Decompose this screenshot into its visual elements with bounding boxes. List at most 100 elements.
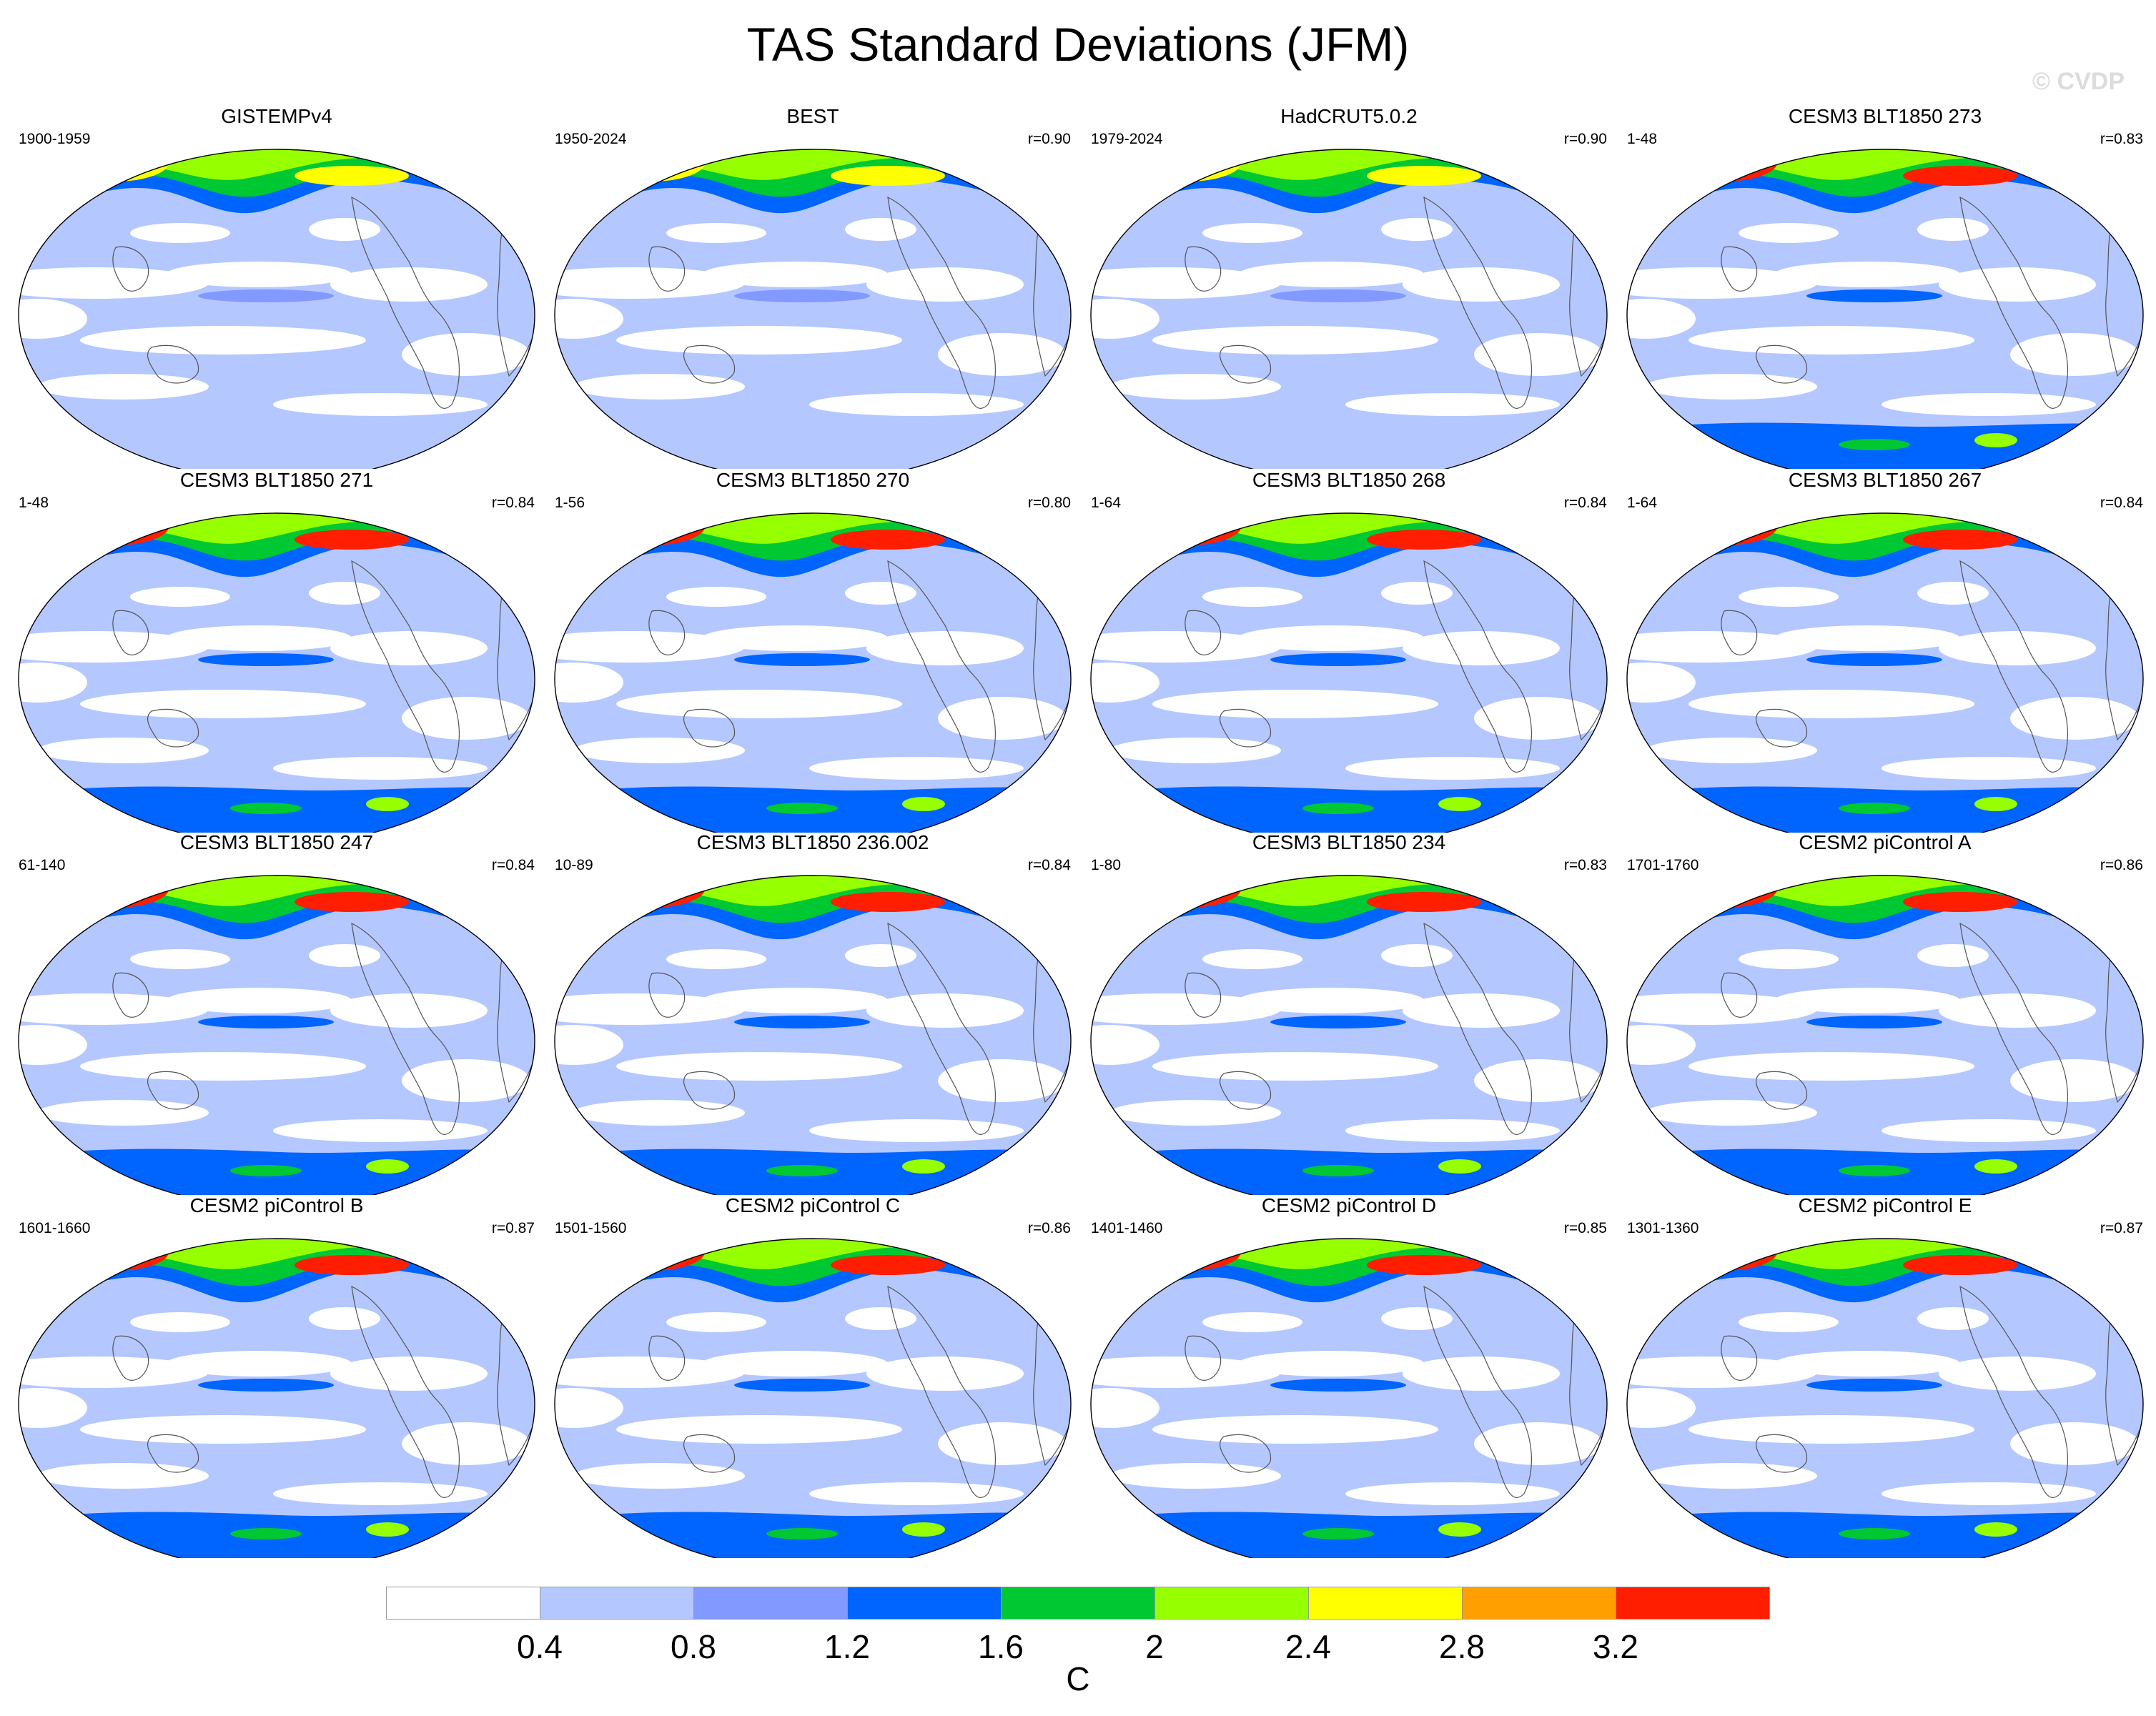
panel-correlation: r=0.83 xyxy=(2100,131,2143,147)
low-variance-region xyxy=(19,299,87,339)
low-variance-region xyxy=(866,267,1024,302)
equatorial-band xyxy=(1806,1379,1942,1392)
low-variance-region xyxy=(1627,663,1696,703)
low-variance-region xyxy=(37,1463,209,1489)
low-variance-region xyxy=(702,1351,888,1377)
high-variance-region xyxy=(598,513,706,545)
low-variance-region xyxy=(309,944,380,967)
colorbar-swatch xyxy=(1616,1587,1770,1620)
low-variance-region xyxy=(1091,1025,1159,1065)
low-variance-region xyxy=(37,1100,209,1126)
panel-correlation: r=0.86 xyxy=(1027,1220,1071,1236)
map-border xyxy=(554,875,1072,1195)
map-border xyxy=(18,1238,535,1558)
colorbar-tick-label: 3.2 xyxy=(1593,1628,1638,1665)
colorbar-swatch xyxy=(1001,1587,1155,1620)
low-variance-region xyxy=(1646,374,1817,400)
panel-correlation: r=0.80 xyxy=(1027,495,1071,511)
panel-years: 1401-1460 xyxy=(1091,1220,1163,1236)
map-svg xyxy=(1090,1238,1608,1558)
map-panel: CESM3 BLT1850 273 1-48 r=0.83 xyxy=(1617,104,2153,469)
low-variance-region xyxy=(1688,690,1974,718)
low-variance-region xyxy=(845,582,916,605)
panel-correlation: r=0.90 xyxy=(1027,131,1071,147)
low-variance-region xyxy=(1646,1100,1817,1126)
map-svg xyxy=(554,875,1072,1195)
low-variance-region xyxy=(938,1059,1067,1102)
low-variance-region xyxy=(402,1059,530,1102)
colorbar-swatch xyxy=(1308,1587,1463,1620)
low-variance-region xyxy=(1091,631,1281,663)
low-variance-region xyxy=(166,625,352,651)
low-variance-region xyxy=(402,333,530,376)
colorbar-swatch xyxy=(847,1587,1002,1620)
low-variance-region xyxy=(702,988,888,1013)
colorbar-swatch xyxy=(386,1587,540,1620)
low-variance-region xyxy=(1238,988,1424,1013)
low-variance-region xyxy=(1627,267,1817,299)
low-variance-region xyxy=(1381,582,1453,605)
panel-correlation: r=0.90 xyxy=(1563,131,1607,147)
low-variance-region xyxy=(866,631,1024,665)
low-variance-region xyxy=(1403,993,1560,1028)
low-variance-region xyxy=(2010,1059,2139,1102)
low-variance-region xyxy=(616,326,902,354)
map-border xyxy=(18,875,535,1195)
high-variance-region xyxy=(62,876,169,908)
low-variance-region xyxy=(1627,993,1817,1025)
panel-title: CESM2 piControl A xyxy=(1799,831,1972,853)
low-variance-region xyxy=(845,218,916,241)
low-variance-region xyxy=(330,1357,488,1391)
high-variance-region xyxy=(1671,149,1778,182)
low-variance-region xyxy=(330,993,488,1028)
panel-years: 1601-1660 xyxy=(19,1220,91,1236)
low-variance-region xyxy=(80,1415,366,1444)
low-variance-region xyxy=(402,1422,530,1465)
map-panel: CESM3 BLT1850 268 1-64 r=0.84 xyxy=(1081,468,1617,833)
panel-years: 1-64 xyxy=(1091,495,1122,511)
antarctic-region xyxy=(555,422,1071,469)
low-variance-region xyxy=(1917,1307,1989,1330)
low-variance-region xyxy=(555,631,745,663)
low-variance-region xyxy=(1238,1351,1424,1377)
low-variance-region xyxy=(1646,1463,1817,1489)
low-variance-region xyxy=(555,1388,623,1428)
map-border xyxy=(1090,875,1608,1195)
equatorial-band xyxy=(198,653,334,666)
low-variance-region xyxy=(37,374,209,400)
low-variance-region xyxy=(1774,625,1960,651)
low-variance-region xyxy=(1774,988,1960,1013)
map-border xyxy=(1090,149,1608,469)
low-variance-region xyxy=(19,1388,87,1428)
low-variance-region xyxy=(19,267,209,299)
low-variance-region xyxy=(1202,949,1302,969)
low-variance-region xyxy=(555,993,745,1025)
map-svg xyxy=(18,1238,535,1558)
low-variance-region xyxy=(1627,1025,1696,1065)
map-svg xyxy=(1626,875,2144,1195)
low-variance-region xyxy=(1152,326,1438,354)
panel-years: 1701-1760 xyxy=(1627,857,1699,873)
low-variance-region xyxy=(80,690,366,718)
low-variance-region xyxy=(845,1307,916,1330)
map-panel: CESM2 piControl B 1601-1660 r=0.87 xyxy=(9,1194,545,1558)
panel-correlation: r=0.85 xyxy=(1563,1220,1607,1236)
map-border xyxy=(1626,149,2144,469)
low-variance-region xyxy=(19,631,209,663)
low-variance-region xyxy=(1939,631,2096,665)
low-variance-region xyxy=(616,690,902,718)
panel-years: 61-140 xyxy=(19,857,66,873)
low-variance-region xyxy=(1091,267,1281,299)
map-border xyxy=(18,512,535,833)
low-variance-region xyxy=(555,1357,745,1388)
panel-correlation: r=0.86 xyxy=(2100,857,2143,873)
low-variance-region xyxy=(1403,267,1560,302)
map-panel: HadCRUT5.0.2 1979-2024 r=0.90 xyxy=(1081,104,1617,469)
low-variance-region xyxy=(555,663,623,703)
colorbar-swatch xyxy=(540,1587,694,1620)
low-variance-region xyxy=(1381,944,1453,967)
colorbar-tick-label: 2 xyxy=(1145,1628,1164,1665)
low-variance-region xyxy=(1091,299,1159,339)
panel-correlation: r=0.83 xyxy=(1563,857,1607,873)
low-variance-region xyxy=(1688,1052,1974,1081)
